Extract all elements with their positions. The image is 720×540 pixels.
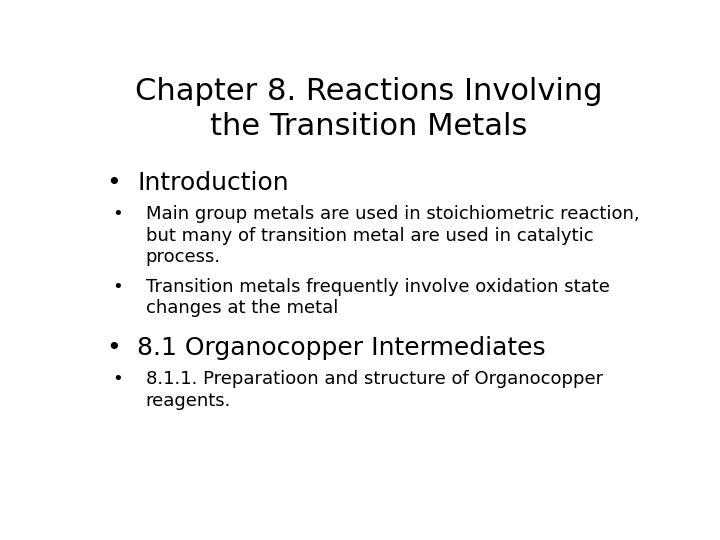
Text: Introduction: Introduction [138, 171, 289, 195]
Text: Transition metals frequently involve oxidation state
changes at the metal: Transition metals frequently involve oxi… [145, 278, 610, 318]
Text: •: • [107, 171, 122, 195]
Text: •: • [112, 278, 123, 296]
Text: •: • [112, 205, 123, 223]
Text: Chapter 8. Reactions Involving
the Transition Metals: Chapter 8. Reactions Involving the Trans… [135, 77, 603, 141]
Text: •: • [112, 370, 123, 388]
Text: 8.1 Organocopper Intermediates: 8.1 Organocopper Intermediates [138, 336, 546, 360]
Text: 8.1.1. Preparatioon and structure of Organocopper
reagents.: 8.1.1. Preparatioon and structure of Org… [145, 370, 603, 410]
Text: •: • [107, 336, 122, 360]
Text: Main group metals are used in stoichiometric reaction,
but many of transition me: Main group metals are used in stoichiome… [145, 205, 639, 266]
